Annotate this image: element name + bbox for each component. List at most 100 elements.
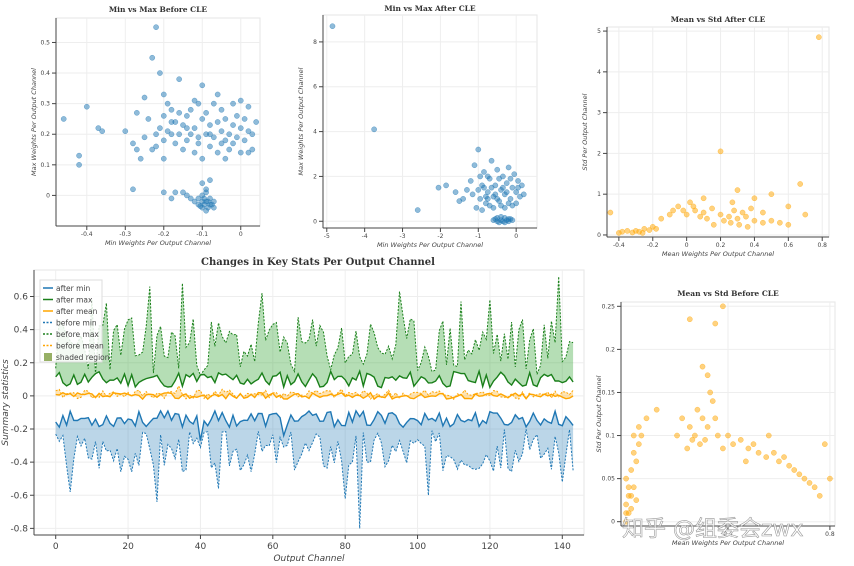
- y-axis-label: Summary statistics: [1, 359, 11, 446]
- data-point: [717, 148, 724, 155]
- data-point: [827, 475, 833, 482]
- data-point: [777, 219, 783, 226]
- x-tick-label: 0.2: [716, 242, 726, 249]
- data-point: [210, 134, 217, 141]
- data-point: [745, 445, 752, 452]
- x-tick-label: 100: [409, 542, 426, 552]
- legend-swatch: [44, 353, 52, 361]
- data-point: [245, 149, 252, 156]
- data-point: [452, 189, 459, 195]
- data-point: [697, 441, 703, 448]
- data-point: [95, 125, 102, 131]
- data-point: [184, 137, 190, 144]
- data-point: [184, 192, 190, 199]
- data-point: [241, 116, 248, 122]
- data-point: [130, 186, 136, 193]
- data-point: [187, 195, 194, 202]
- data-point: [687, 199, 693, 206]
- x-tick-label: 120: [481, 542, 498, 552]
- data-point: [653, 406, 660, 413]
- data-point: [149, 146, 156, 153]
- y-tick-label: 4: [597, 69, 601, 76]
- data-point: [76, 161, 82, 168]
- data-point: [145, 116, 152, 122]
- data-point: [199, 155, 206, 162]
- x-tick-label: -2: [437, 233, 443, 240]
- data-point: [515, 184, 521, 191]
- y-tick-label: 0.2: [14, 359, 28, 369]
- data-point: [214, 91, 221, 98]
- data-point: [704, 372, 711, 379]
- data-point: [739, 209, 746, 216]
- data-point: [180, 189, 186, 196]
- data-point: [725, 432, 731, 439]
- data-point: [628, 467, 635, 473]
- data-point: [801, 475, 808, 482]
- data-point: [492, 191, 499, 198]
- data-point: [727, 219, 734, 226]
- data-point: [214, 119, 221, 125]
- data-point: [473, 204, 480, 211]
- legend-entry-label: shaded region: [56, 353, 110, 362]
- data-point: [160, 137, 167, 144]
- data-point: [475, 187, 482, 193]
- data-point: [157, 125, 163, 131]
- data-point: [205, 198, 211, 205]
- data-point: [686, 424, 693, 430]
- y-tick-label: 5: [597, 28, 601, 35]
- data-point: [253, 119, 260, 125]
- chart-title: Min vs Max After CLE: [384, 4, 476, 13]
- data-point: [700, 209, 707, 216]
- data-point: [674, 432, 680, 439]
- data-point: [729, 199, 736, 206]
- data-point: [197, 203, 204, 209]
- data-point: [237, 97, 244, 104]
- chart-title: Changes in Key Stats Per Output Channel: [201, 257, 435, 268]
- data-point: [199, 180, 206, 187]
- data-point: [475, 146, 482, 153]
- y-axis-label: Max Weights Per Output Channel: [30, 68, 38, 176]
- data-point: [736, 221, 743, 228]
- shaded-region-mean: [55, 385, 574, 400]
- data-point: [776, 458, 782, 465]
- data-point: [203, 207, 209, 214]
- data-point: [484, 196, 491, 202]
- shaded-region-max: [55, 276, 574, 388]
- data-point: [505, 164, 512, 171]
- data-point: [191, 125, 198, 131]
- data-point: [686, 316, 693, 323]
- data-point: [176, 131, 183, 138]
- x-tick-label: -0.4: [81, 231, 93, 238]
- data-point: [176, 109, 183, 116]
- data-point: [207, 131, 213, 138]
- data-point: [629, 229, 636, 236]
- data-point: [755, 449, 762, 456]
- data-point: [717, 211, 724, 218]
- data-point: [623, 518, 629, 525]
- x-axis-label: Output Channel: [273, 554, 345, 562]
- chart-title: Mean vs Std Before CLE: [677, 289, 779, 298]
- data-point: [249, 131, 256, 138]
- data-point: [195, 100, 202, 107]
- data-point: [503, 180, 510, 187]
- data-point: [714, 432, 721, 439]
- data-point: [222, 155, 229, 162]
- data-point: [699, 415, 706, 422]
- data-point: [768, 217, 775, 224]
- data-point: [720, 445, 726, 452]
- data-point: [153, 24, 159, 31]
- data-point: [785, 221, 792, 228]
- series-line: [55, 384, 574, 400]
- data-point: [802, 211, 809, 218]
- y-tick-label: 0.2: [40, 131, 50, 138]
- data-point: [507, 175, 514, 182]
- data-point: [684, 445, 691, 452]
- data-point: [494, 166, 501, 173]
- data-point: [760, 219, 766, 226]
- data-point: [635, 441, 642, 448]
- data-point: [184, 113, 190, 119]
- data-point: [168, 195, 175, 202]
- data-point: [226, 131, 233, 138]
- legend-entry-label: after max: [56, 296, 93, 305]
- x-axis-label: Mean Weights Per Output Channel: [662, 250, 774, 258]
